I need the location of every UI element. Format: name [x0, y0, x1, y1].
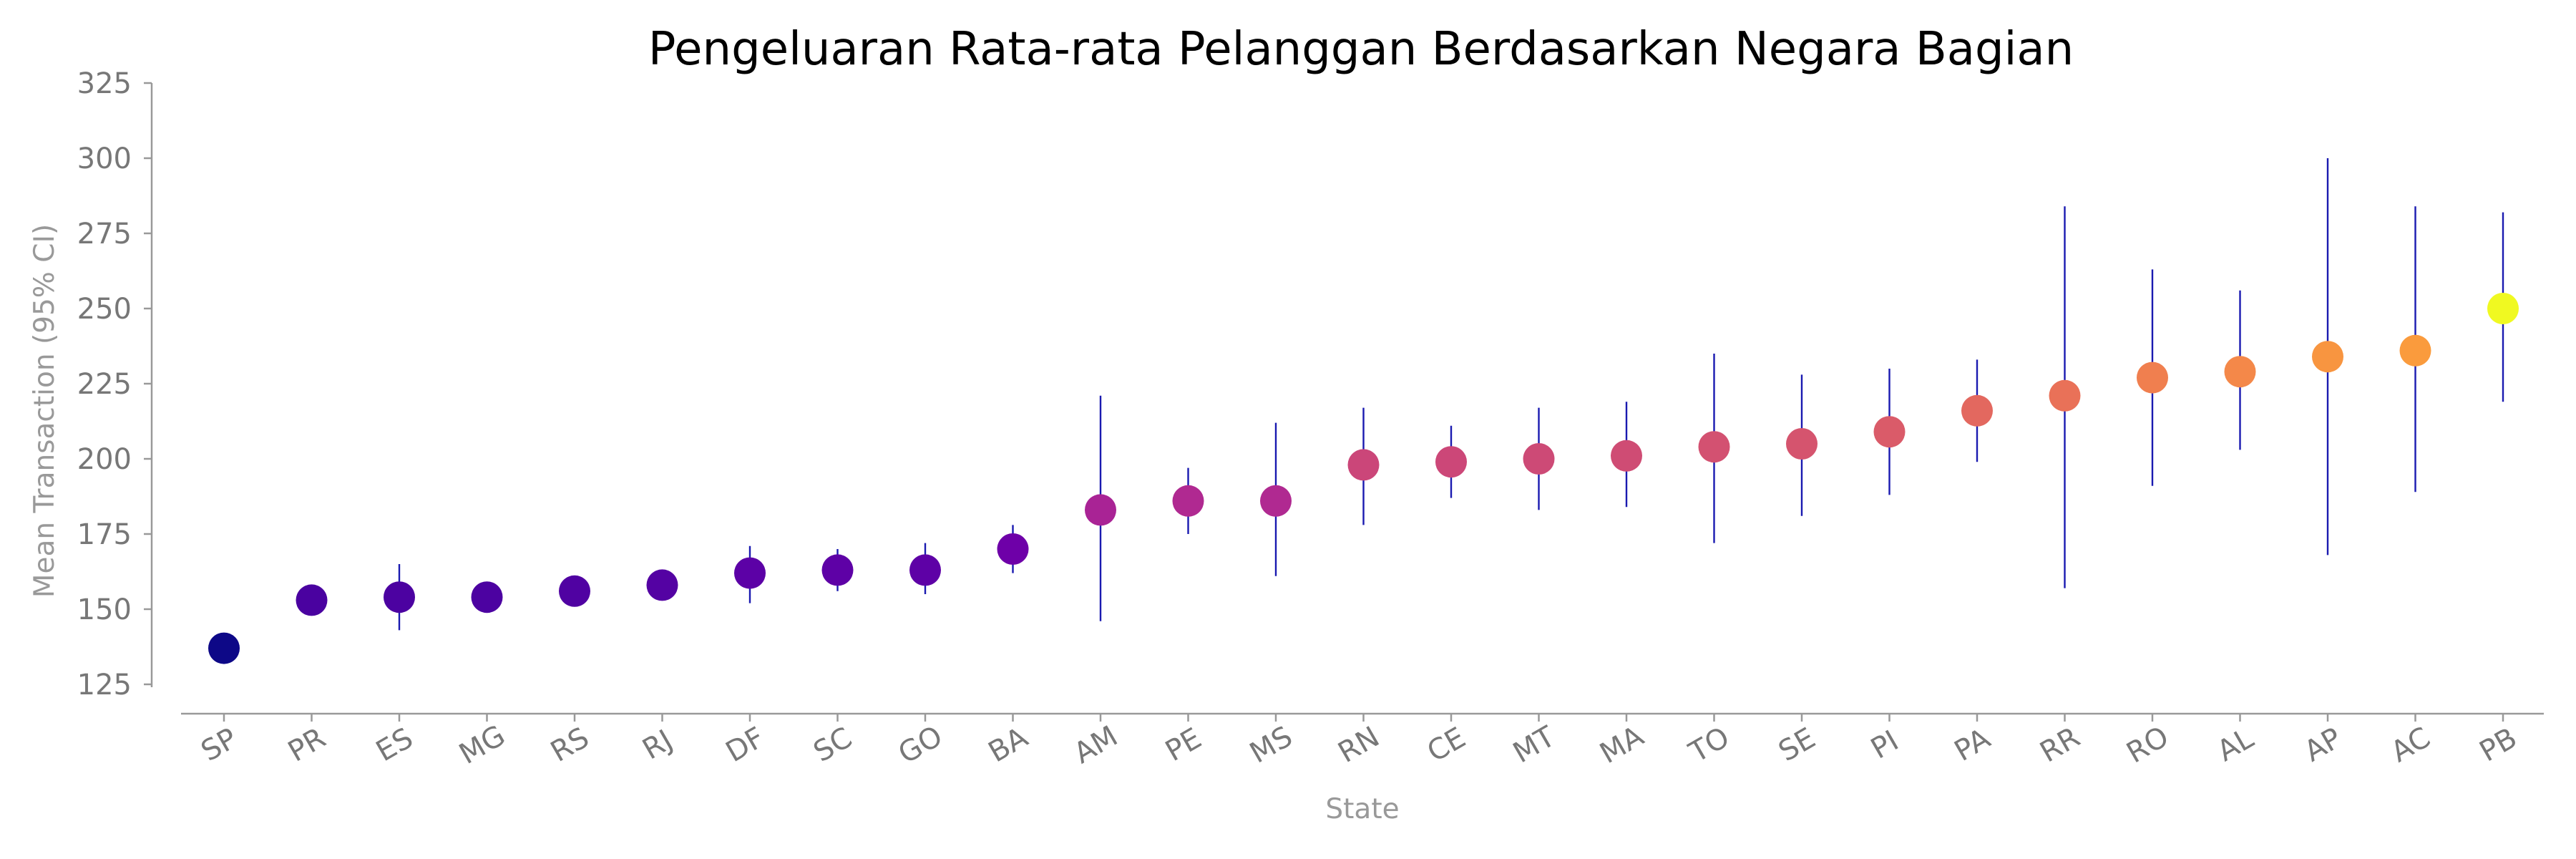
y-tick-label: 325 — [77, 67, 132, 100]
y-tick-label: 125 — [77, 669, 132, 702]
x-tick-label: PR — [283, 722, 331, 769]
data-point — [384, 581, 415, 613]
data-point — [2399, 334, 2431, 367]
y-tick-label: 150 — [77, 593, 132, 626]
data-point — [1698, 431, 1730, 463]
x-tick-label: SC — [808, 721, 857, 769]
x-tick-label: RN — [1333, 720, 1385, 770]
data-point — [471, 581, 503, 613]
x-tick-label: PI — [1865, 724, 1904, 766]
y-tick-label: 175 — [77, 518, 132, 551]
data-point — [296, 584, 328, 616]
x-tick-label: PA — [1949, 722, 1996, 768]
y-tick-label: 200 — [77, 443, 132, 476]
data-point — [208, 632, 240, 664]
x-tick-label: TO — [1683, 721, 1735, 770]
x-ticks: SP PR ES MG RS RJ DF SC GO BA AM PE MS RN CE MT MA TO SE PI… — [196, 714, 2523, 771]
data-point — [1611, 440, 1642, 472]
x-tick-label: MT — [1508, 720, 1561, 770]
y-tick-label: 225 — [77, 368, 132, 401]
x-tick-label: AL — [2212, 722, 2260, 768]
x-tick-label: PB — [2474, 722, 2523, 769]
x-tick-label: MA — [1594, 719, 1649, 770]
y-tick-label: 250 — [77, 293, 132, 326]
data-point — [2049, 379, 2081, 412]
x-tick-label: AP — [2299, 722, 2348, 769]
data-point — [1961, 394, 1993, 427]
x-tick-label: AM — [1068, 719, 1123, 770]
data-point — [2312, 341, 2343, 373]
y-tick-label: 275 — [77, 218, 132, 251]
data-point — [1523, 443, 1555, 475]
data-point — [1172, 485, 1204, 517]
x-tick-label: RO — [2121, 720, 2174, 770]
data-point — [909, 554, 941, 586]
x-tick-label: GO — [893, 719, 948, 770]
x-axis-label: State — [1325, 793, 1399, 825]
data-point — [646, 569, 678, 601]
chart-title: Pengeluaran Rata-rata Pelanggan Berdasar… — [648, 23, 2074, 76]
data-point — [997, 533, 1029, 565]
data-point — [1260, 485, 1292, 517]
data-point — [821, 554, 854, 586]
data-point — [2137, 361, 2168, 394]
x-tick-label: MS — [1244, 720, 1298, 770]
x-tick-label: RR — [2034, 721, 2085, 770]
data-point — [559, 575, 590, 607]
y-tick-label: 300 — [77, 142, 132, 175]
confidence-intervals — [223, 158, 2504, 651]
y-axis-label: Mean Transaction (95% CI) — [29, 224, 61, 598]
x-tick-label: DF — [721, 721, 771, 769]
data-points — [208, 293, 2519, 664]
data-point — [2487, 293, 2519, 324]
x-tick-label: SE — [1773, 722, 1821, 768]
data-point — [2224, 356, 2256, 388]
x-tick-label: ES — [371, 722, 419, 768]
y-ticks: 125 150 175 200 225 250 275 300 325 — [77, 67, 152, 702]
x-tick-label: SP — [196, 722, 243, 768]
x-tick-label: AC — [2386, 721, 2436, 769]
data-point — [1435, 446, 1467, 478]
data-point — [1085, 494, 1116, 526]
x-tick-label: PE — [1160, 722, 1207, 768]
x-tick-label: RJ — [637, 724, 678, 767]
x-tick-label: BA — [983, 721, 1034, 770]
data-point — [1347, 449, 1380, 481]
data-point — [1873, 416, 1906, 448]
x-tick-label: CE — [1422, 722, 1471, 769]
x-tick-label: RS — [545, 722, 595, 769]
data-point — [1786, 428, 1818, 460]
x-tick-label: MG — [454, 719, 511, 771]
data-point — [734, 557, 766, 589]
